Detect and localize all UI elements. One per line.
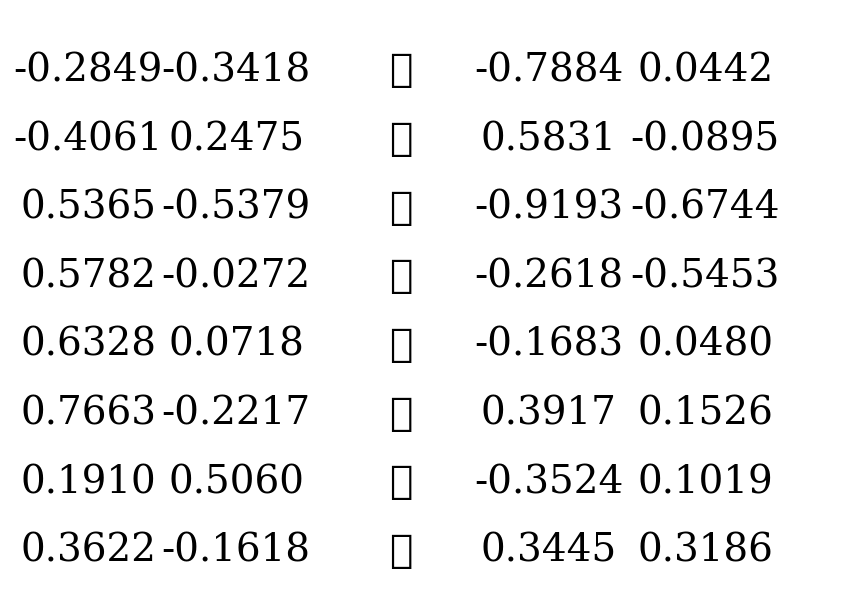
- Text: -0.0272: -0.0272: [161, 258, 311, 295]
- Text: 0.1019: 0.1019: [636, 464, 772, 501]
- Text: 0.0718: 0.0718: [168, 327, 304, 364]
- Text: -0.6744: -0.6744: [630, 190, 779, 227]
- Text: -0.5453: -0.5453: [630, 258, 779, 295]
- Text: -0.3418: -0.3418: [161, 52, 311, 90]
- Text: -0.9193: -0.9193: [473, 190, 623, 227]
- Text: -0.3524: -0.3524: [473, 464, 623, 501]
- Text: ⋯: ⋯: [388, 533, 412, 570]
- Text: 0.1526: 0.1526: [636, 395, 772, 432]
- Text: -0.2618: -0.2618: [473, 258, 623, 295]
- Text: ⋯: ⋯: [388, 395, 412, 432]
- Text: 0.7663: 0.7663: [20, 395, 156, 432]
- Text: 0.0480: 0.0480: [636, 327, 772, 364]
- Text: -0.2849: -0.2849: [14, 52, 163, 90]
- Text: -0.1618: -0.1618: [161, 533, 311, 570]
- Text: ⋯: ⋯: [388, 327, 412, 364]
- Text: 0.3186: 0.3186: [636, 533, 772, 570]
- Text: -0.5379: -0.5379: [161, 190, 311, 227]
- Text: 0.5060: 0.5060: [168, 464, 304, 501]
- Text: 0.0442: 0.0442: [636, 52, 772, 90]
- Text: ⋯: ⋯: [388, 464, 412, 501]
- Text: ⋯: ⋯: [388, 121, 412, 158]
- Text: 0.2475: 0.2475: [168, 121, 304, 158]
- Text: 0.5782: 0.5782: [20, 258, 156, 295]
- Text: ⋯: ⋯: [388, 190, 412, 227]
- Text: -0.0895: -0.0895: [630, 121, 779, 158]
- Text: 0.6328: 0.6328: [20, 327, 156, 364]
- Text: 0.3622: 0.3622: [20, 533, 156, 570]
- Text: 0.5365: 0.5365: [20, 190, 156, 227]
- Text: 0.5831: 0.5831: [480, 121, 616, 158]
- Text: 0.3917: 0.3917: [480, 395, 616, 432]
- Text: 0.3445: 0.3445: [480, 533, 616, 570]
- Text: -0.1683: -0.1683: [473, 327, 623, 364]
- Text: 0.1910: 0.1910: [20, 464, 156, 501]
- Text: -0.4061: -0.4061: [14, 121, 163, 158]
- Text: ⋯: ⋯: [388, 52, 412, 90]
- Text: -0.7884: -0.7884: [473, 52, 623, 90]
- Text: -0.2217: -0.2217: [161, 395, 311, 432]
- Text: ⋯: ⋯: [388, 258, 412, 295]
